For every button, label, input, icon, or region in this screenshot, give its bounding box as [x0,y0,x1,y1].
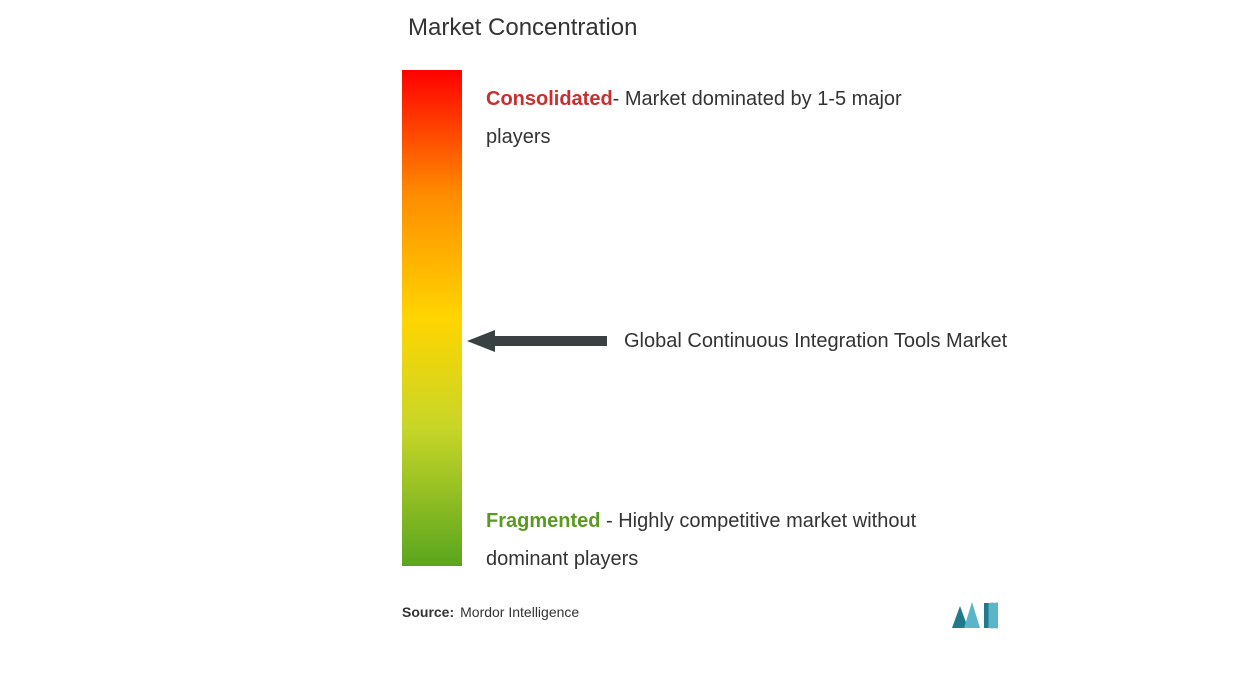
fragmented-label: Fragmented - Highly competitive market w… [486,502,956,578]
consolidated-strong: Consolidated [486,88,613,110]
pointer-arrow-icon [467,330,607,352]
brand-logo-icon [952,600,998,630]
gradient-scale-bar [402,70,462,566]
market-pointer-label: Global Continuous Integration Tools Mark… [624,326,1014,356]
source-attribution: Source: Mordor Intelligence [402,604,579,620]
consolidated-label: Consolidated- Market dominated by 1-5 ma… [486,80,926,156]
fragmented-strong: Fragmented [486,510,600,532]
source-value: Mordor Intelligence [460,604,579,620]
chart-title: Market Concentration [408,14,637,42]
infographic-container: Market Concentration Consolidated- Marke… [0,0,1234,678]
source-label: Source: [402,604,454,620]
